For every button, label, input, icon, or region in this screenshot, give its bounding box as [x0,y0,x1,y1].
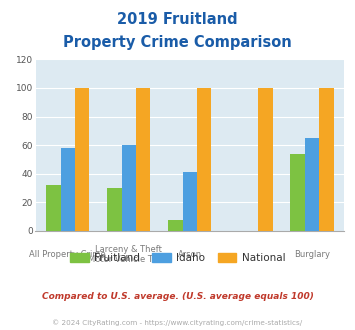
Text: © 2024 CityRating.com - https://www.cityrating.com/crime-statistics/: © 2024 CityRating.com - https://www.city… [53,319,302,326]
Text: Larceny & Theft: Larceny & Theft [95,245,162,254]
Bar [319,88,334,231]
Bar [46,185,61,231]
Legend: Fruitland, Idaho, National: Fruitland, Idaho, National [66,248,289,267]
Text: All Property Crime: All Property Crime [29,249,106,259]
Bar [168,219,183,231]
Bar [197,88,212,231]
Text: Compared to U.S. average. (U.S. average equals 100): Compared to U.S. average. (U.S. average … [42,292,313,301]
Bar [183,172,197,231]
Bar [305,138,319,231]
Text: 2019 Fruitland: 2019 Fruitland [117,12,238,26]
Bar [61,148,75,231]
Bar [290,154,305,231]
Bar [258,88,273,231]
Bar [107,188,122,231]
Bar [122,145,136,231]
Text: Burglary: Burglary [294,249,330,259]
Text: Arson: Arson [178,249,202,259]
Text: Motor Vehicle Theft: Motor Vehicle Theft [88,255,170,264]
Text: Property Crime Comparison: Property Crime Comparison [63,35,292,50]
Bar [136,88,151,231]
Bar [75,88,89,231]
